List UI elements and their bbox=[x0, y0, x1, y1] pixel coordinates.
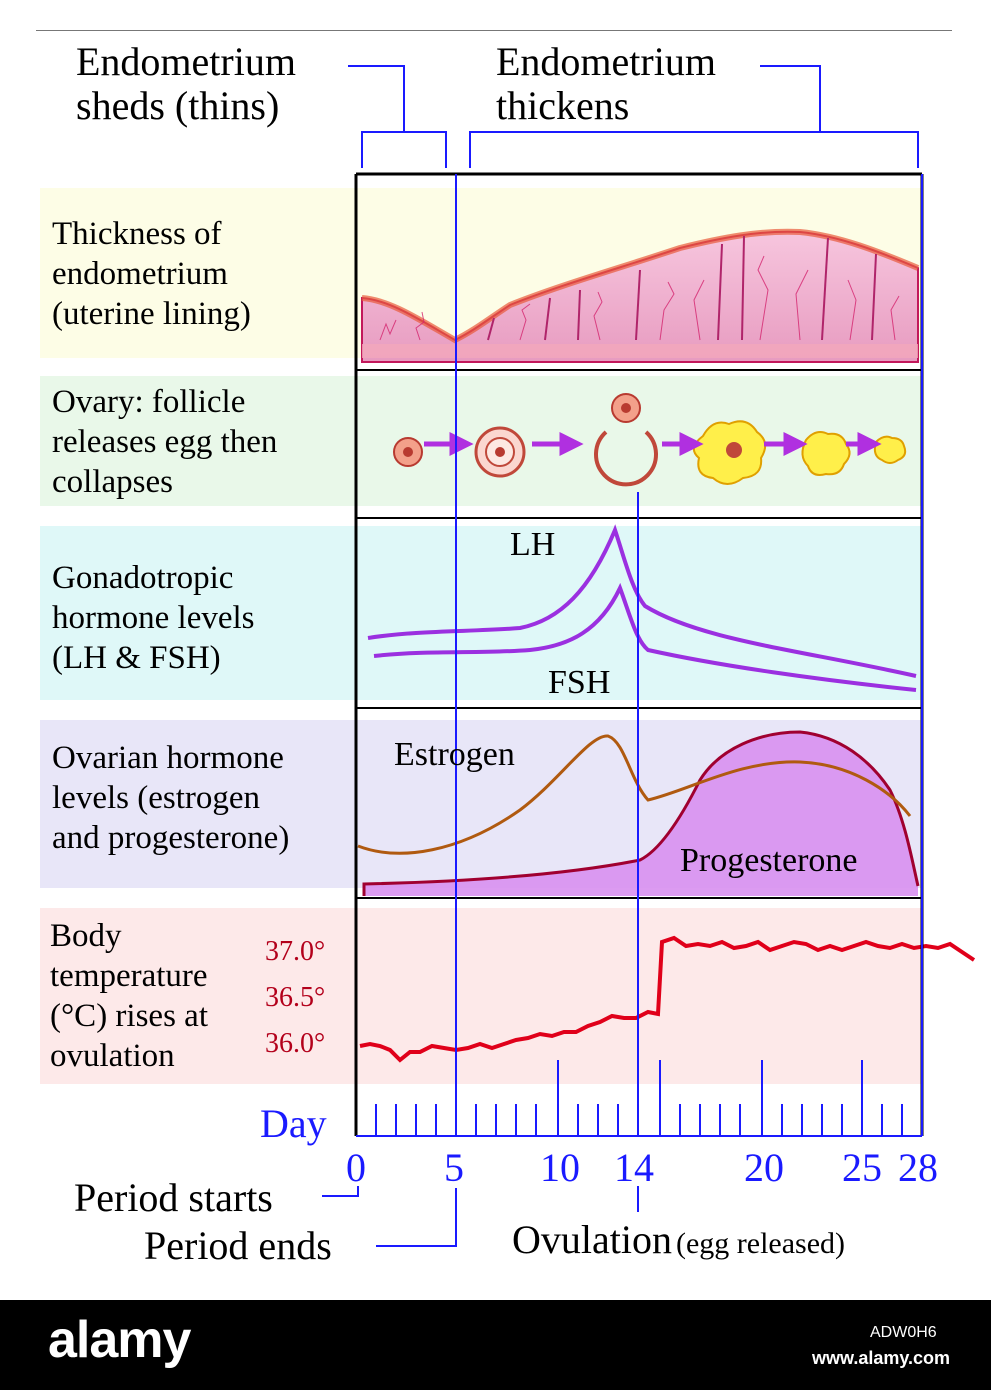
ovulation-text: Ovulation bbox=[512, 1217, 672, 1262]
day-tick-25: 25 bbox=[842, 1145, 882, 1190]
bracket-sheds bbox=[348, 65, 447, 168]
row-gonadotropic-line-2: hormone levels bbox=[52, 600, 255, 636]
row-endometrium-line-1: Thickness of bbox=[52, 216, 222, 252]
ovulation-label: Ovulation (egg released) bbox=[512, 1216, 845, 1263]
day-tick-28: 28 bbox=[898, 1145, 938, 1190]
row-bg-temperature bbox=[40, 908, 922, 1084]
day-tick-20: 20 bbox=[744, 1145, 784, 1190]
row-gonadotropic-line-3: (LH & FSH) bbox=[52, 640, 221, 676]
row-temperature-line-3: (°C) rises at bbox=[50, 998, 208, 1034]
row-ovarian-line-3: and progesterone) bbox=[52, 820, 290, 856]
row-label-ovarian: Ovarian hormone levels (estrogen and pro… bbox=[52, 738, 289, 858]
row-ovarian-line-1: Ovarian hormone bbox=[52, 740, 284, 776]
estrogen-curve bbox=[357, 734, 912, 855]
day-axis-title: Day bbox=[260, 1101, 327, 1146]
row-label-ovary: Ovary: follicle releases egg then collap… bbox=[52, 382, 277, 502]
follicle-stages bbox=[393, 393, 907, 487]
row-temperature-line-4: ovulation bbox=[50, 1038, 175, 1074]
endometrium-illustration bbox=[361, 228, 920, 363]
event-connectors bbox=[322, 1186, 639, 1247]
reference-lines bbox=[455, 174, 923, 1136]
period-starts-label: Period starts bbox=[74, 1175, 273, 1220]
row-temperature-line-2: temperature bbox=[50, 958, 208, 994]
phase-label-sheds: Endometrium sheds (thins) bbox=[76, 40, 296, 128]
row-ovary-line-1: Ovary: follicle bbox=[52, 384, 246, 420]
phase-sheds-line-1: Endometrium bbox=[76, 39, 296, 84]
period-ends-label: Period ends bbox=[144, 1223, 332, 1268]
row-endometrium-line-3: (uterine lining) bbox=[52, 296, 251, 332]
row-label-endometrium: Thickness of endometrium (uterine lining… bbox=[52, 214, 251, 334]
ovulation-note: (egg released) bbox=[675, 1227, 846, 1260]
fsh-curve bbox=[373, 582, 917, 692]
day-tick-14: 14 bbox=[614, 1145, 654, 1190]
temp-tick-37: 37.0° bbox=[265, 936, 326, 967]
row-gonadotropic-line-1: Gonadotropic bbox=[52, 560, 234, 596]
phase-thickens-line-2: thickens bbox=[496, 83, 630, 128]
site-url: www.alamy.com bbox=[812, 1348, 951, 1368]
lh-label: LH bbox=[510, 526, 556, 563]
row-ovary-line-3: collapses bbox=[52, 464, 173, 500]
day-tick-10: 10 bbox=[540, 1145, 580, 1190]
phase-label-thickens: Endometrium thickens bbox=[496, 40, 716, 128]
watermark-footer: alamy ADW0H6 www.alamy.com bbox=[0, 1300, 991, 1390]
day-tick-0: 0 bbox=[346, 1145, 366, 1190]
row-endometrium-line-2: endometrium bbox=[52, 256, 228, 292]
fsh-label: FSH bbox=[548, 664, 611, 701]
progesterone-curve bbox=[362, 730, 920, 896]
phase-sheds-line-2: sheds (thins) bbox=[76, 83, 280, 128]
progesterone-label: Progesterone bbox=[680, 842, 858, 879]
row-ovarian-line-2: levels (estrogen bbox=[52, 780, 261, 816]
temp-tick-36-5: 36.5° bbox=[265, 982, 326, 1013]
row-temperature-line-1: Body bbox=[50, 918, 122, 954]
lh-curve bbox=[367, 524, 917, 678]
progesterone-area bbox=[364, 732, 918, 896]
estrogen-label: Estrogen bbox=[394, 736, 515, 773]
bracket-thickens bbox=[469, 65, 919, 168]
alamy-logo: alamy bbox=[48, 1311, 191, 1369]
top-rule bbox=[36, 30, 952, 31]
row-label-temperature: Body temperature (°C) rises at ovulation bbox=[50, 916, 208, 1076]
cycle-diagram bbox=[322, 65, 976, 1247]
day-axis bbox=[356, 1060, 922, 1137]
phase-thickens-line-1: Endometrium bbox=[496, 39, 716, 84]
row-ovary-line-2: releases egg then bbox=[52, 424, 278, 460]
image-id: ADW0H6 bbox=[870, 1324, 937, 1341]
row-label-gonadotropic: Gonadotropic hormone levels (LH & FSH) bbox=[52, 558, 255, 678]
day-tick-5: 5 bbox=[444, 1145, 464, 1190]
temp-tick-36: 36.0° bbox=[265, 1028, 326, 1059]
temperature-curve bbox=[359, 935, 976, 1063]
